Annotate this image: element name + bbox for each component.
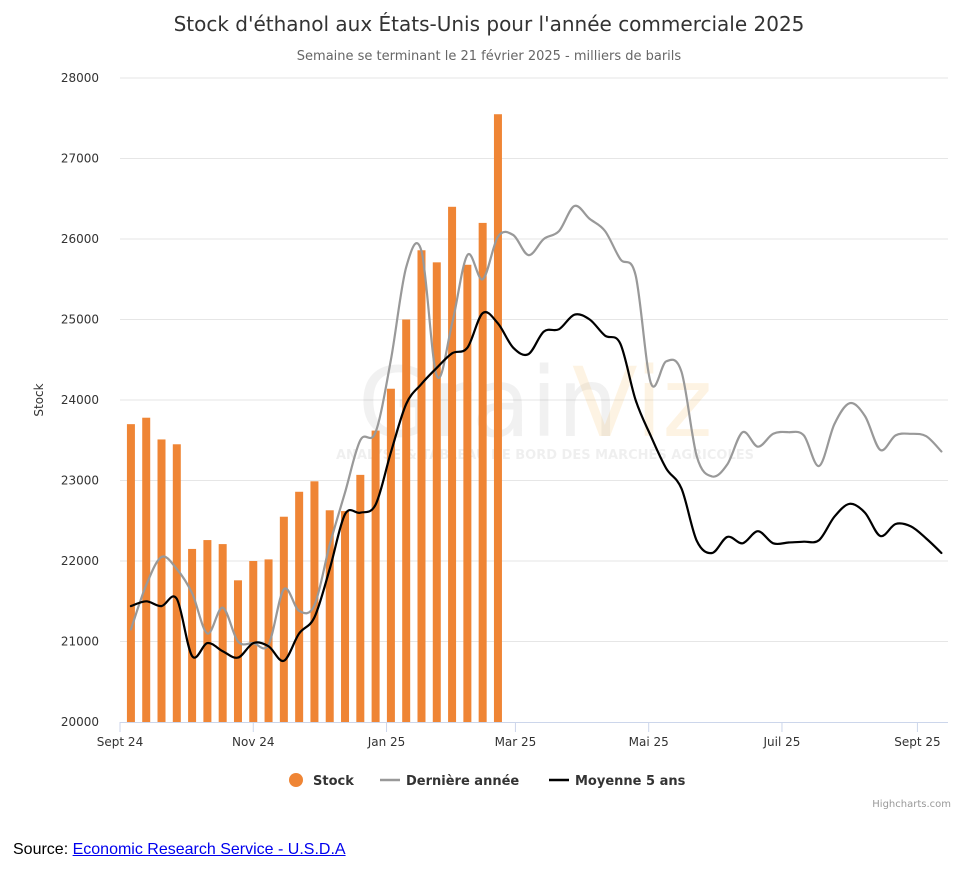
x-tick-label: Sept 25: [894, 735, 940, 749]
x-tick-label: Juil 25: [763, 735, 801, 749]
stock-bar[interactable]: [310, 481, 319, 722]
legend-label: Stock: [313, 774, 354, 789]
y-tick-label: 23000: [61, 474, 99, 488]
chart: Grain Viz ANALYSE & TABLEAU DE BORD DES …: [32, 12, 951, 810]
legend-label: Moyenne 5 ans: [575, 774, 686, 789]
y-tick-label: 28000: [61, 71, 99, 85]
chart-title: Stock d'éthanol aux États-Unis pour l'an…: [174, 12, 805, 36]
stock-bar[interactable]: [142, 417, 151, 722]
y-axis-ticks: 20000 21000 22000 23000 24000 25000 26000 27000…: [61, 71, 99, 729]
x-tick-label: Mai 25: [629, 735, 669, 749]
stock-bar[interactable]: [203, 540, 212, 722]
y-tick-label: 25000: [61, 313, 99, 327]
stock-bar[interactable]: [493, 114, 502, 723]
y-tick-label: 21000: [61, 635, 99, 649]
watermark-logo-text: Grain: [358, 347, 618, 459]
stock-bar[interactable]: [172, 444, 181, 722]
stock-bar[interactable]: [218, 544, 227, 722]
legend-label: Dernière année: [406, 774, 519, 789]
x-tick-label: Nov 24: [232, 735, 275, 749]
gridlines: [120, 77, 948, 642]
stock-bar[interactable]: [417, 250, 426, 722]
stock-bar[interactable]: [386, 388, 395, 722]
stock-bar[interactable]: [188, 548, 197, 722]
stock-bar[interactable]: [371, 430, 380, 722]
x-tick-label: Sept 24: [97, 735, 143, 749]
stock-bar[interactable]: [279, 516, 288, 722]
series-lines: [129, 204, 943, 663]
y-tick-label: 24000: [61, 393, 99, 407]
stock-bar[interactable]: [478, 222, 487, 722]
y-tick-label: 27000: [61, 152, 99, 166]
x-tick-label: Jan 25: [367, 735, 406, 749]
x-tick-label: Mar 25: [495, 735, 537, 749]
last-year-line[interactable]: [129, 204, 943, 650]
stock-bar[interactable]: [325, 510, 334, 722]
stock-bar[interactable]: [448, 206, 457, 723]
chart-subtitle: Semaine se terminant le 21 février 2025 …: [297, 49, 682, 64]
watermark-tagline: ANALYSE & TABLEAU DE BORD DES MARCHÉS AG…: [336, 447, 754, 463]
source-line: Source: Economic Research Service - U.S.…: [13, 841, 346, 859]
stock-bar[interactable]: [341, 511, 350, 722]
stock-bar[interactable]: [432, 262, 441, 722]
stock-bar[interactable]: [402, 319, 411, 723]
legend-symbol: [289, 773, 303, 787]
y-tick-label: 26000: [61, 232, 99, 246]
stock-bar[interactable]: [463, 264, 472, 722]
stock-bar[interactable]: [233, 580, 242, 722]
stock-bars: [126, 114, 502, 723]
legend: Stock Dernière année Moyenne 5 ans: [289, 773, 686, 789]
y-tick-label: 22000: [61, 554, 99, 568]
legend-item-five-year-average[interactable]: Moyenne 5 ans: [549, 774, 686, 789]
five-year-average-line[interactable]: [129, 311, 943, 663]
stock-bar[interactable]: [126, 424, 135, 722]
watermark-logo-accent: Viz: [572, 347, 713, 459]
stock-bar[interactable]: [157, 439, 166, 722]
source-link[interactable]: Economic Research Service - U.S.D.A: [72, 841, 346, 858]
x-axis: Sept 24 Nov 24 Jan 25 Mar 25 Mai 25 Juil 25 Se…: [97, 722, 948, 749]
source-prefix: Source:: [13, 841, 73, 858]
y-axis-title: Stock: [32, 383, 46, 416]
y-tick-label: 20000: [61, 715, 99, 729]
stock-bar[interactable]: [249, 561, 258, 722]
stock-bar[interactable]: [356, 474, 365, 722]
legend-item-last-year[interactable]: Dernière année: [380, 774, 519, 789]
stock-bar[interactable]: [295, 491, 304, 722]
watermark: Grain Viz ANALYSE & TABLEAU DE BORD DES …: [336, 347, 754, 463]
legend-item-stock[interactable]: Stock: [289, 773, 354, 789]
highcharts-credits[interactable]: Highcharts.com: [872, 799, 951, 810]
stock-bar[interactable]: [264, 559, 273, 722]
